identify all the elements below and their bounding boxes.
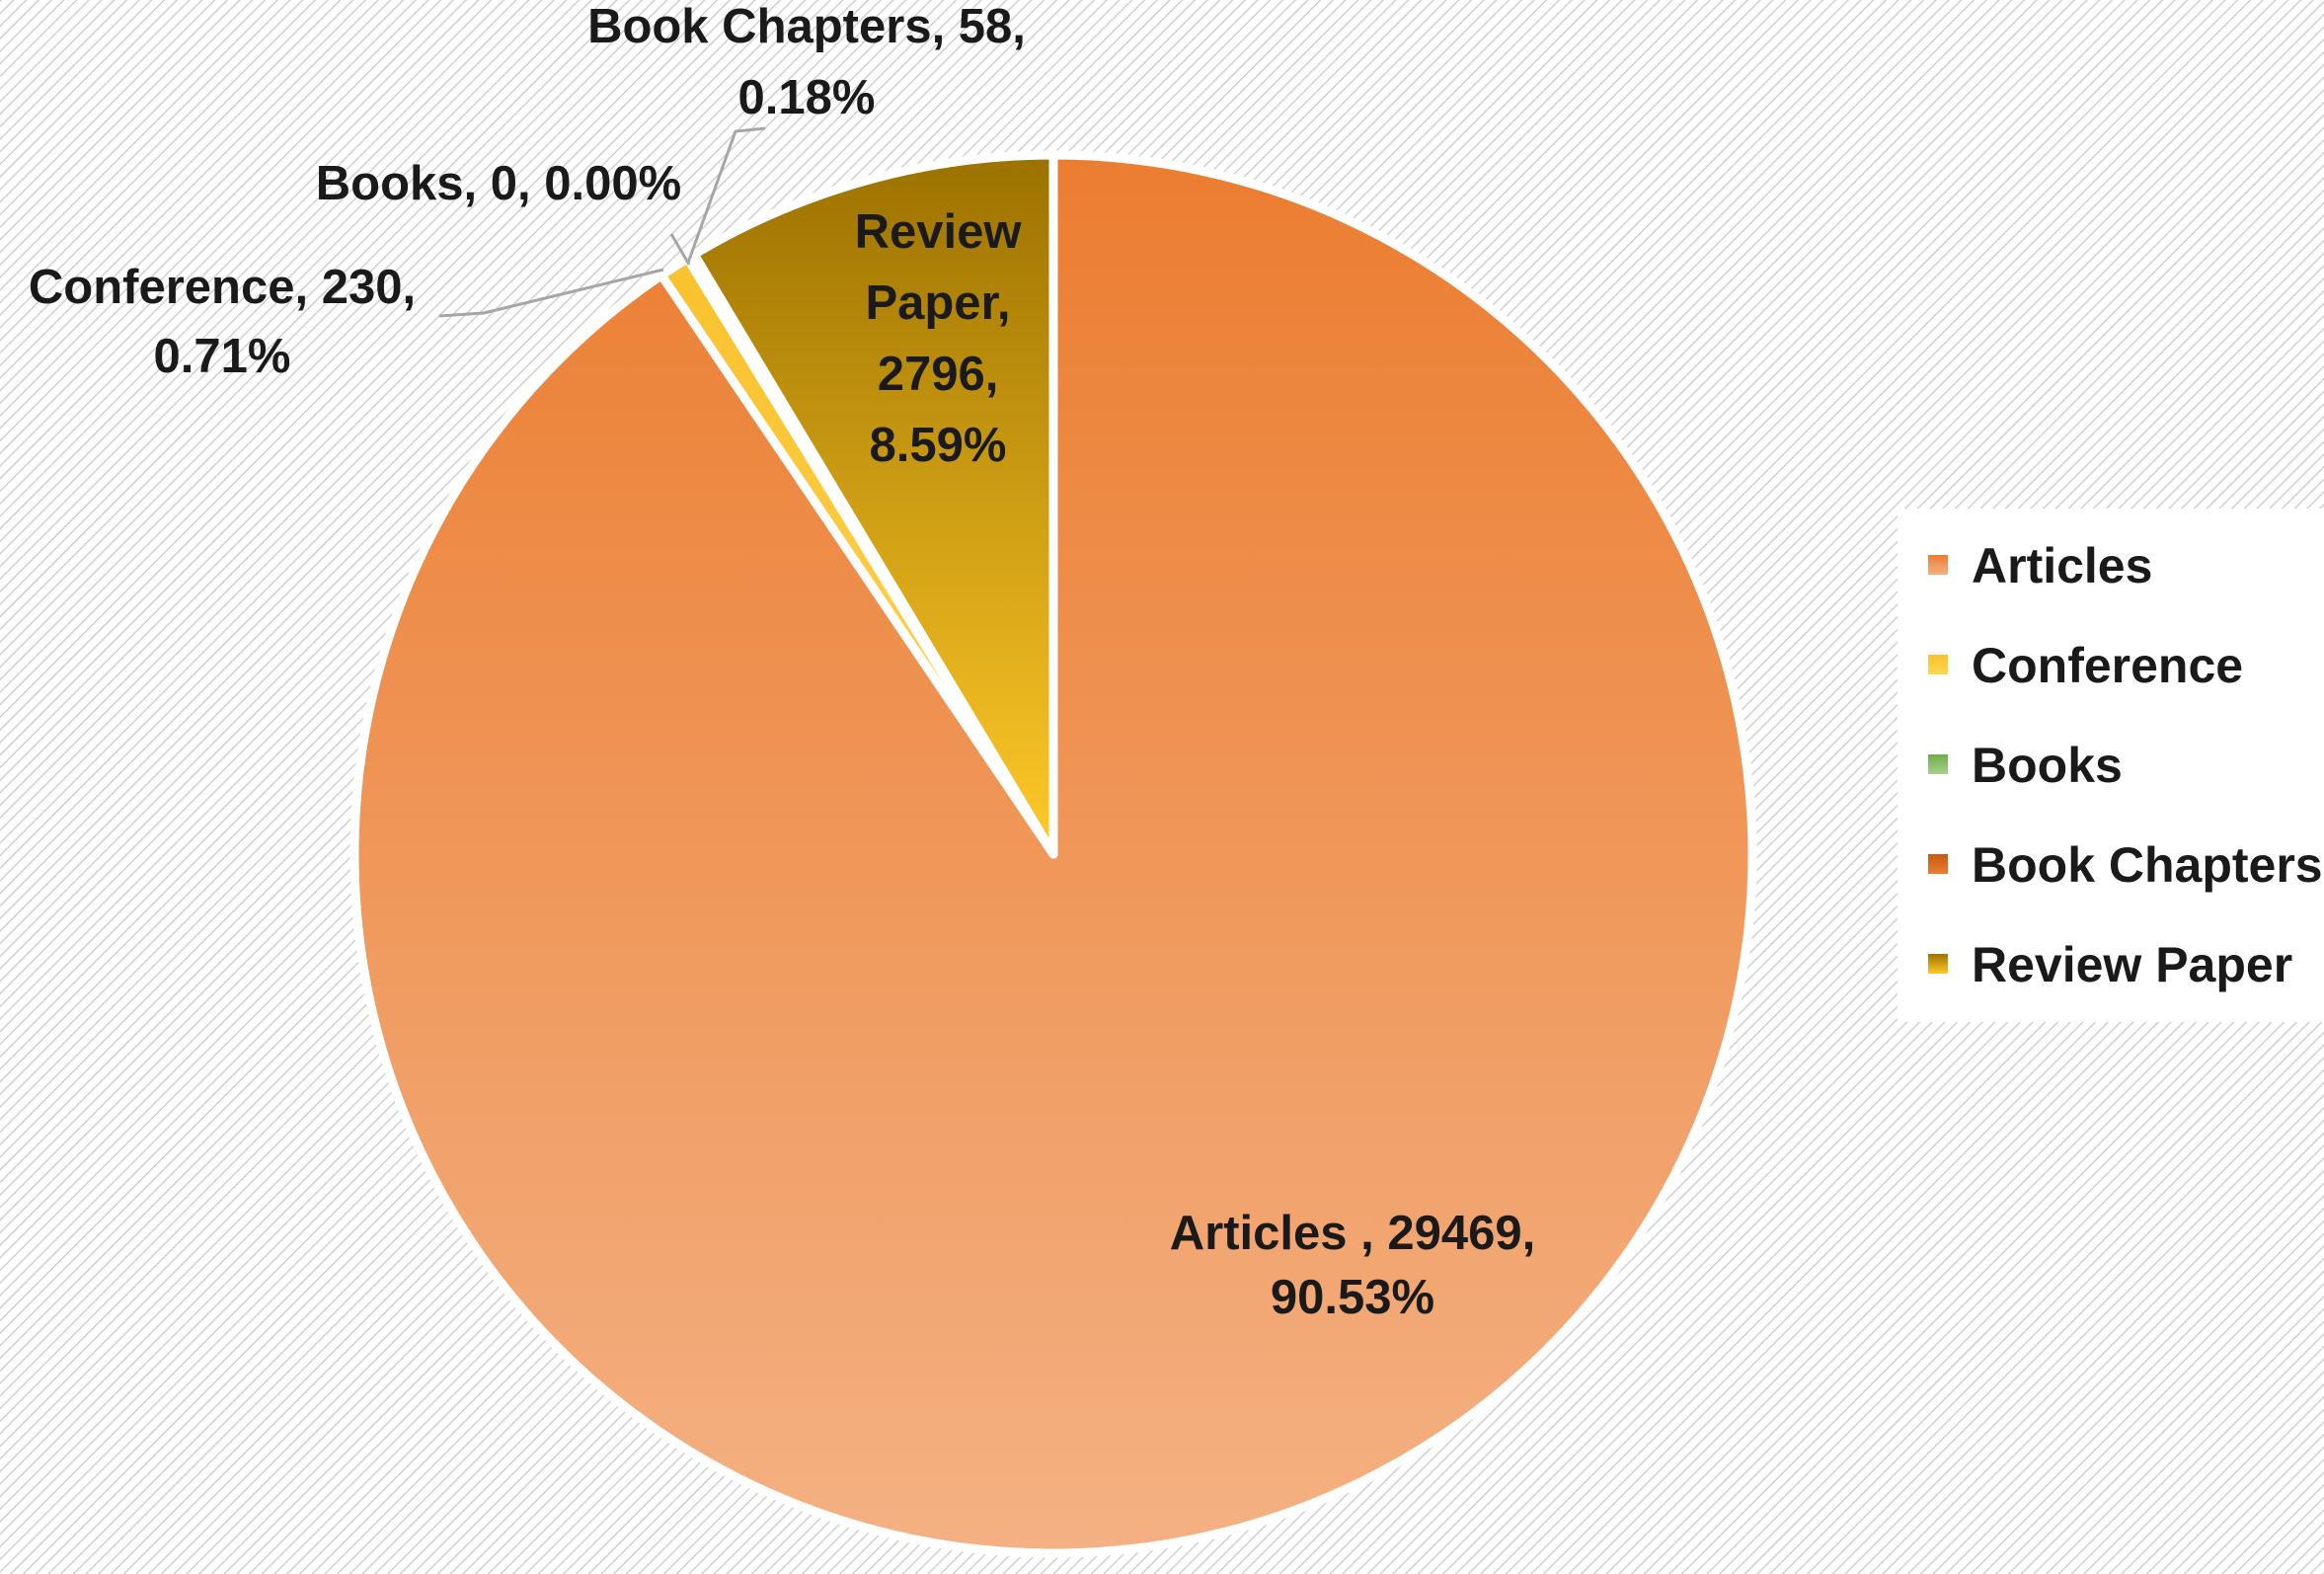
- legend-swatch-review-paper: [1928, 954, 1948, 974]
- legend-label-articles: Articles: [1972, 538, 2152, 593]
- pie-slice-review-paper: [689, 150, 1058, 859]
- leader-line-books: [669, 233, 691, 266]
- legend-label-conference: Conference: [1972, 638, 2243, 693]
- legend-label-review-paper: Review Paper: [1972, 937, 2292, 992]
- legend-background: [1898, 509, 2324, 1022]
- data-label-book-chapters: Book Chapters, 58, 0.18%: [587, 0, 1026, 124]
- data-label-conference: Conference, 230, 0.71%: [29, 261, 416, 383]
- leader-line-book-chapters: [686, 126, 766, 264]
- data-label-books: Books, 0, 0.00%: [316, 157, 681, 210]
- legend-label-books: Books: [1972, 738, 2123, 793]
- slices-layer: [349, 150, 1757, 1558]
- legend-swatch-books: [1928, 754, 1948, 774]
- leader-line-conference: [438, 268, 664, 318]
- legend-label-book-chapters: Book Chapters: [1972, 837, 2323, 893]
- data-labels: Articles , 29469, 90.53% Conference, 230, 0…: [29, 0, 1535, 1324]
- data-label-articles: Articles , 29469, 90.53%: [1170, 1207, 1535, 1324]
- legend-swatch-articles: [1928, 555, 1948, 575]
- legend: Articles Conference Books Book Chapters Revi…: [1898, 509, 2324, 1022]
- pie-slice-articles: [349, 150, 1757, 1558]
- legend-swatch-book-chapters: [1928, 854, 1948, 874]
- legend-swatch-conference: [1928, 655, 1948, 674]
- data-label-review-paper: Review Paper, 2796, 8.59%: [855, 205, 1023, 472]
- leader-lines: [438, 126, 766, 318]
